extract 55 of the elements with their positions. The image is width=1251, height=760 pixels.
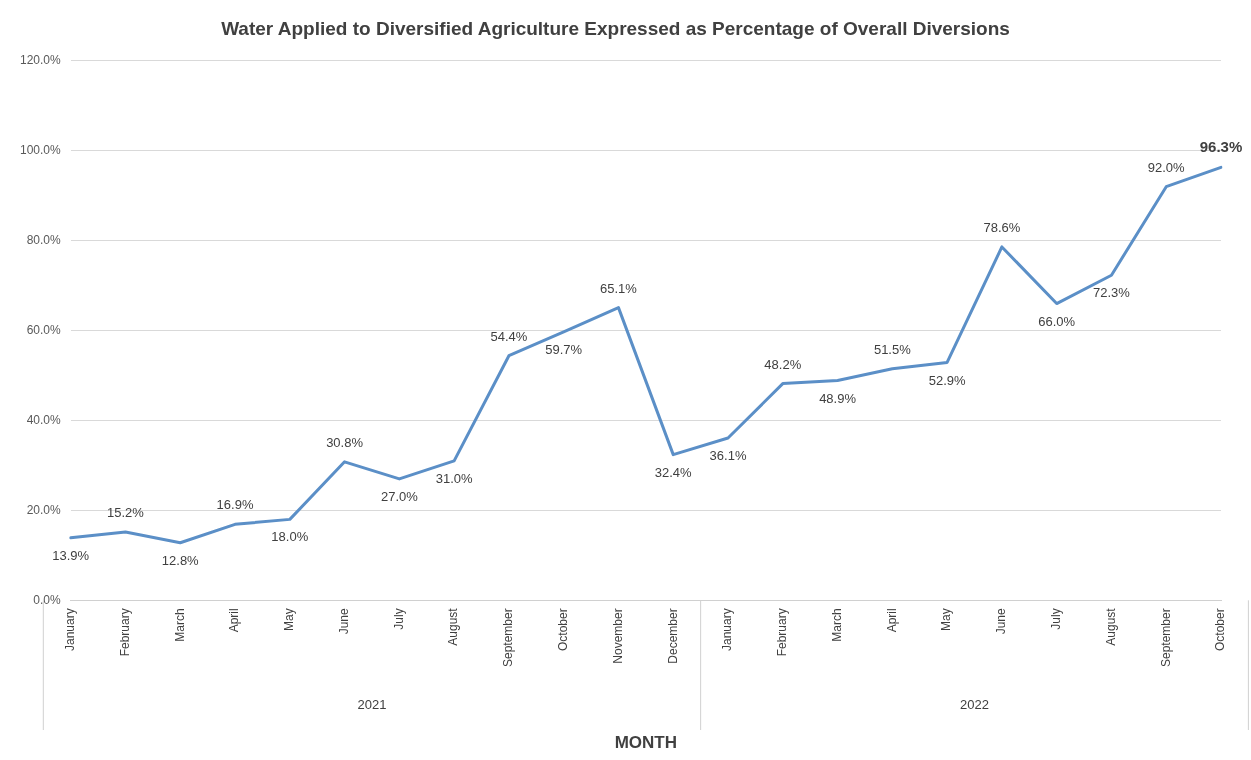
data-label: 15.2% — [107, 505, 145, 521]
chart-title: Water Applied to Diversified Agriculture Expressed as Percentage of Overall Diversions — [221, 17, 1010, 39]
data-label: 48.2% — [764, 356, 802, 372]
x-tick-label: June — [994, 607, 1009, 635]
x-tick-label: January — [720, 608, 735, 651]
data-label: 66.0% — [1038, 313, 1076, 329]
y-tick-label: 120.0% — [20, 53, 62, 68]
x-tick-label: November — [610, 608, 625, 664]
data-label: 65.1% — [600, 280, 638, 296]
data-label: 30.8% — [326, 434, 364, 450]
x-tick-label: April — [227, 608, 242, 633]
data-label: 51.5% — [873, 341, 912, 357]
text: 2022 — [960, 696, 989, 712]
data-label: 16.9% — [216, 497, 254, 513]
x-tick-label: September — [1158, 608, 1173, 667]
x-tick-label: April — [884, 608, 899, 633]
data-label: 13.9% — [52, 547, 90, 563]
data-label: 96.3% — [1199, 137, 1243, 155]
x-tick-label: January — [63, 608, 78, 651]
data-label: 54.4% — [490, 328, 528, 344]
data-label: 72.3% — [1093, 285, 1131, 301]
x-tick-label: February — [117, 608, 132, 657]
x-tick-label: February — [775, 608, 790, 657]
x-tick-label: August — [446, 607, 461, 646]
x-tick-label: March — [829, 608, 844, 642]
x-tick-label: October — [1213, 608, 1228, 651]
x-axis-title: MONTH — [614, 732, 678, 752]
x-tick-label: October — [556, 608, 570, 651]
y-tick-label: 80.0% — [26, 232, 62, 247]
data-label: 78.6% — [983, 220, 1021, 236]
x-tick-label: July — [1048, 608, 1063, 630]
data-label: 59.7% — [545, 341, 583, 357]
text: 2021 — [357, 696, 387, 712]
data-label: 92.0% — [1147, 159, 1186, 175]
y-tick-label: 100.0% — [20, 143, 62, 158]
y-tick-label: 0.0% — [33, 592, 62, 607]
data-label: 31.0% — [435, 471, 473, 487]
x-tick-label: June — [336, 607, 351, 635]
data-label: 52.9% — [928, 372, 966, 388]
y-tick-label: 20.0% — [26, 502, 62, 517]
y-tick-label: 40.0% — [26, 412, 62, 427]
x-tick-label: May — [282, 608, 297, 631]
x-tick-label: March — [172, 608, 187, 642]
x-tick-label: July — [391, 608, 406, 630]
data-label: 32.4% — [654, 464, 693, 480]
x-tick-label: August — [1103, 607, 1118, 646]
data-label: 48.9% — [819, 390, 857, 406]
y-tick-label: 60.0% — [26, 322, 62, 337]
data-label: 27.0% — [380, 488, 419, 504]
data-label: 18.0% — [271, 529, 309, 545]
x-tick-label: December — [665, 608, 680, 664]
data-label: 36.1% — [709, 448, 747, 464]
x-tick-label: September — [501, 608, 516, 667]
x-tick-label: May — [939, 608, 954, 631]
data-label: 12.8% — [161, 552, 200, 568]
